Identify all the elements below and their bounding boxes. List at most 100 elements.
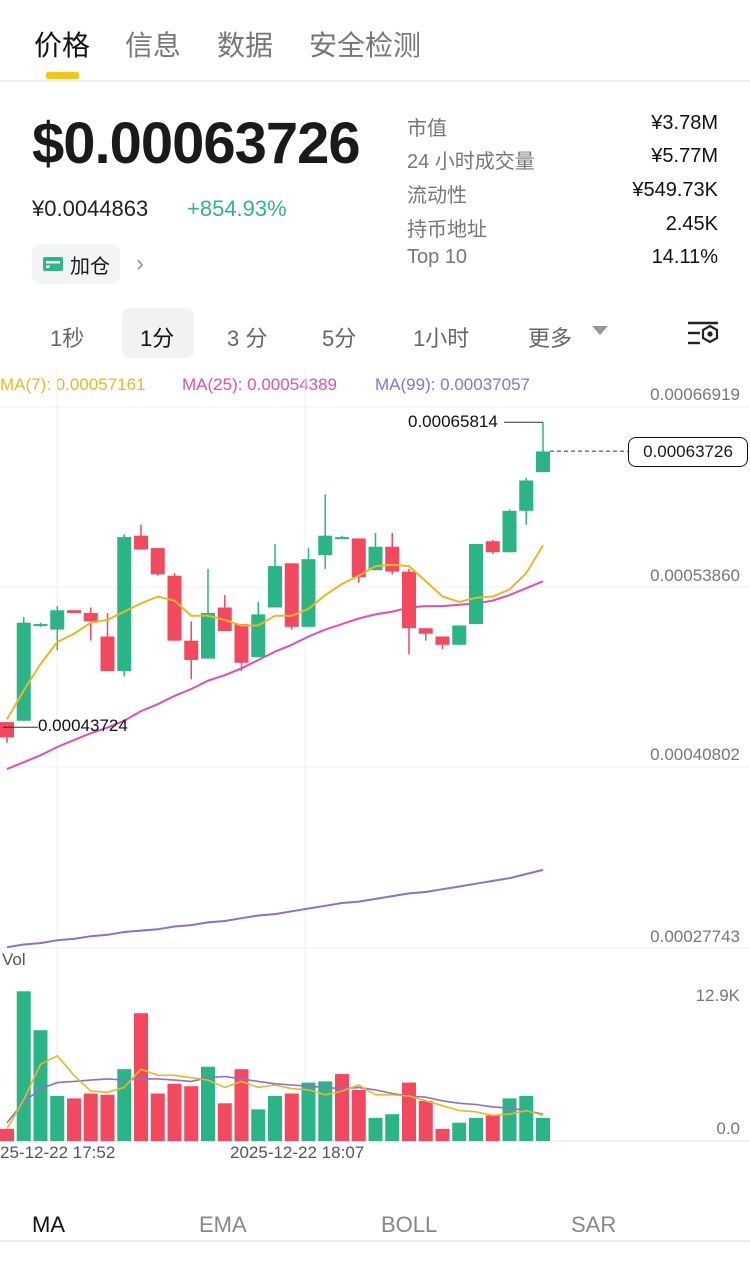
indicator-tab-ma[interactable]: MA <box>32 1212 65 1237</box>
ma7-line <box>6 544 544 720</box>
volume-bar <box>385 1114 400 1141</box>
candle-body <box>351 538 366 578</box>
volume-bar <box>184 1086 199 1141</box>
stat-label-top10: Top 10 <box>407 246 468 268</box>
volume-bar <box>67 1098 81 1141</box>
volume-bar <box>50 1095 65 1141</box>
volume-bar <box>234 1069 249 1141</box>
timeframe-1m[interactable]: 1分 <box>140 326 175 351</box>
candle-body <box>418 628 433 634</box>
period-high-label: 0.00065814 <box>408 412 498 431</box>
y-axis-label: 0.00066919 <box>650 385 740 404</box>
volume-bar <box>519 1095 534 1141</box>
timeframe-active-bg <box>122 308 194 358</box>
volume-bar <box>117 1069 132 1141</box>
candle-body <box>117 537 132 672</box>
ma99-legend: MA(99): 0.00037057 <box>375 375 530 394</box>
add-position-button[interactable]: 加仓 <box>32 244 120 284</box>
indicator-tab-boll[interactable]: BOLL <box>381 1212 438 1237</box>
volume-bar <box>452 1122 467 1141</box>
price-usd: $0.00063726 <box>32 111 361 176</box>
chevron-down-icon[interactable] <box>592 326 608 335</box>
volume-bar <box>134 1013 148 1141</box>
tab-security-check[interactable]: 安全检测 <box>309 30 422 61</box>
indicator-tab-ema[interactable]: EMA <box>199 1212 247 1237</box>
volume-bar <box>0 1128 14 1141</box>
volume-bar <box>351 1089 366 1141</box>
volume-ma10-line <box>6 1075 544 1124</box>
candle-body <box>268 566 282 608</box>
stat-label-liquidity: 流动性 <box>407 185 467 207</box>
volume-bar <box>33 1030 48 1141</box>
candle-body <box>284 563 299 627</box>
tab-data[interactable]: 数据 <box>217 30 274 61</box>
volume-label: Vol <box>2 950 26 969</box>
volume-bar <box>268 1095 282 1141</box>
ma99-line <box>6 868 544 949</box>
volume-bar <box>167 1083 182 1141</box>
x-axis-date: 25-12-22 17:52 <box>0 1143 116 1162</box>
volume-bar <box>150 1093 165 1141</box>
tab-info[interactable]: 信息 <box>125 30 182 61</box>
candle-body <box>50 610 65 630</box>
y-axis-label: 0.00040802 <box>650 745 740 764</box>
volume-bar <box>284 1093 299 1141</box>
volume-bar <box>83 1093 98 1141</box>
timeframe-more[interactable]: 更多 <box>528 326 573 351</box>
volume-bar <box>301 1082 316 1141</box>
candle-body <box>234 624 249 663</box>
tab-price[interactable]: 价格 <box>34 30 91 61</box>
top-tab-bar: 价格 信息 数据 安全检测 <box>0 0 750 82</box>
stat-value-liquidity: ¥549.73K <box>632 179 718 201</box>
volume-bar <box>318 1081 333 1141</box>
volume-bar <box>485 1115 500 1141</box>
timeframe-5m[interactable]: 5分 <box>322 326 357 351</box>
volume-bar <box>418 1100 433 1141</box>
chevron-right-icon[interactable]: › <box>136 250 144 277</box>
candle-body <box>452 625 467 645</box>
candle-body <box>536 451 550 473</box>
stat-value-top10: 14.11% <box>651 246 718 268</box>
candlestick-chart[interactable] <box>0 0 750 1170</box>
volume-bar <box>435 1128 450 1141</box>
volume-bar <box>536 1117 550 1141</box>
candle-body <box>33 624 48 627</box>
candle-body <box>251 614 266 658</box>
volume-ma5-line <box>6 1054 544 1130</box>
stat-label-holders: 持币地址 <box>407 219 487 241</box>
chart-settings-icon[interactable] <box>686 318 720 348</box>
candle-body <box>201 613 215 659</box>
candle-body <box>0 722 14 738</box>
volume-bar <box>217 1103 232 1141</box>
volume-bar <box>368 1117 383 1141</box>
volume-bar <box>335 1074 349 1141</box>
divider <box>0 1240 750 1242</box>
candle-body <box>485 541 500 553</box>
price-cny: ¥0.0044863 <box>32 196 149 221</box>
active-tab-indicator <box>46 72 79 79</box>
timeframe-1h[interactable]: 1小时 <box>413 326 470 351</box>
ma25-legend: MA(25): 0.00054389 <box>182 375 337 394</box>
volume-bar <box>16 991 31 1141</box>
candle-body <box>318 535 333 556</box>
volume-axis-zero: 0.0 <box>716 1119 740 1138</box>
candle-body <box>335 537 349 540</box>
volume-bar <box>469 1117 483 1141</box>
volume-bar <box>201 1066 215 1141</box>
period-low-label: 0.00043724 <box>38 716 128 735</box>
candle-body <box>402 571 416 629</box>
candle-body <box>469 543 483 625</box>
candle-body <box>67 610 81 614</box>
current-price-label: 0.00063726 <box>628 437 748 467</box>
stat-value-volume-24h: ¥5.77M <box>651 145 718 167</box>
stat-value-holders: 2.45K <box>665 213 718 235</box>
timeframe-1s[interactable]: 1秒 <box>50 326 85 351</box>
candle-body <box>83 613 98 622</box>
timeframe-3m[interactable]: 3 分 <box>227 326 268 351</box>
candle-body <box>368 546 383 571</box>
y-axis-label: 0.00027743 <box>650 927 740 946</box>
volume-bar <box>502 1098 517 1141</box>
wallet-icon <box>43 257 63 271</box>
indicator-tab-sar[interactable]: SAR <box>571 1212 617 1237</box>
x-axis-date: 2025-12-22 18:07 <box>230 1143 365 1162</box>
